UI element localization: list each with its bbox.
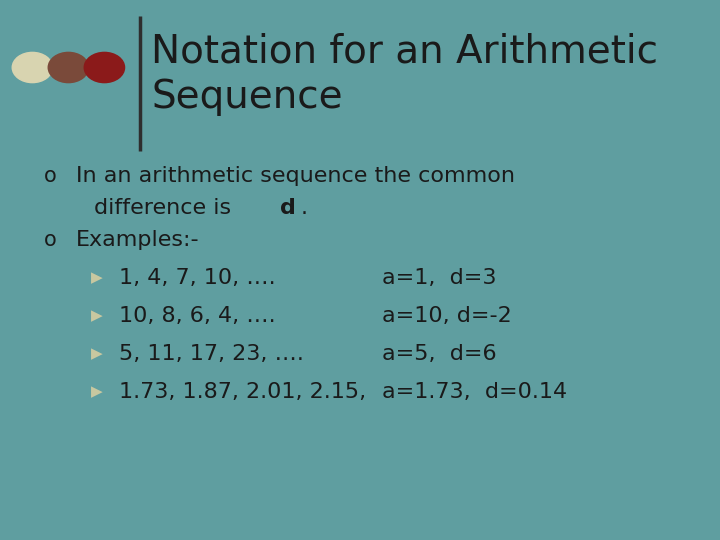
Text: d: d	[280, 198, 296, 218]
Text: ▶: ▶	[91, 271, 103, 286]
Text: ▶: ▶	[91, 346, 103, 361]
Text: a=1.73,  d=0.14: a=1.73, d=0.14	[382, 381, 567, 402]
Text: 10, 8, 6, 4, ….: 10, 8, 6, 4, ….	[119, 306, 276, 326]
Text: 5, 11, 17, 23, ….: 5, 11, 17, 23, ….	[119, 343, 304, 364]
Circle shape	[48, 52, 89, 83]
Text: a=10, d=-2: a=10, d=-2	[382, 306, 511, 326]
Text: 1, 4, 7, 10, ….: 1, 4, 7, 10, ….	[119, 268, 276, 288]
Text: Notation for an Arithmetic: Notation for an Arithmetic	[151, 32, 658, 70]
Text: 1.73, 1.87, 2.01, 2.15,: 1.73, 1.87, 2.01, 2.15,	[119, 381, 366, 402]
Circle shape	[12, 52, 53, 83]
Text: a=5,  d=6: a=5, d=6	[382, 343, 496, 364]
Circle shape	[84, 52, 125, 83]
Text: o: o	[44, 230, 57, 251]
Text: Examples:-: Examples:-	[76, 230, 199, 251]
Text: .: .	[300, 198, 307, 218]
Text: In an arithmetic sequence the common: In an arithmetic sequence the common	[76, 165, 515, 186]
Text: a=1,  d=3: a=1, d=3	[382, 268, 496, 288]
Text: difference is: difference is	[94, 198, 238, 218]
Text: Sequence: Sequence	[151, 78, 343, 116]
Text: o: o	[44, 165, 57, 186]
Text: ▶: ▶	[91, 384, 103, 399]
Text: ▶: ▶	[91, 308, 103, 323]
